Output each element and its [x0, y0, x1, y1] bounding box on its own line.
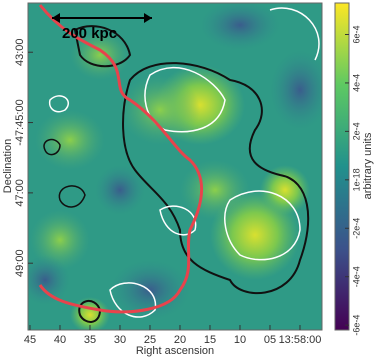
- x-tick-label: 30: [114, 334, 126, 346]
- annotation: 200 kpc: [62, 25, 117, 42]
- y-tick-label: 43:00: [14, 38, 26, 66]
- colorbar-tick-label: 4e-4: [351, 74, 361, 92]
- x-tick-label: 45: [24, 334, 36, 346]
- colorbar-tick-label: -2e-4: [351, 218, 361, 239]
- x-axis-label: Right ascension: [136, 345, 214, 357]
- colorbar-tick-label: -6e-4: [351, 315, 361, 336]
- colorbar: [334, 2, 350, 331]
- y-tick-label: 49:00: [14, 249, 26, 277]
- plot-frame: [27, 2, 323, 331]
- x-tick-label: 05: [264, 334, 276, 346]
- colorbar-tick-label: 2e-4: [351, 122, 361, 140]
- x-tick-label: 15: [204, 334, 216, 346]
- x-tick-label: 20: [174, 334, 186, 346]
- x-tick-label: 10: [234, 334, 246, 346]
- x-tick-label: 13:58:00: [279, 334, 322, 346]
- y-tick-label: -47:45:00: [14, 99, 26, 145]
- colorbar-tick-label: 1e-18: [351, 168, 361, 191]
- y-axis-label: Declination: [2, 139, 14, 193]
- colorbar-tick-label: -4e-4: [351, 266, 361, 287]
- colorbar-tick-label: 6e-4: [351, 25, 361, 43]
- sky-image: [28, 3, 322, 330]
- x-tick-label: 25: [144, 334, 156, 346]
- x-tick-label: 40: [54, 334, 66, 346]
- colorbar-label: arbitrary units: [362, 132, 374, 199]
- y-tick-label: 47:00: [14, 179, 26, 207]
- x-tick-label: 35: [84, 334, 96, 346]
